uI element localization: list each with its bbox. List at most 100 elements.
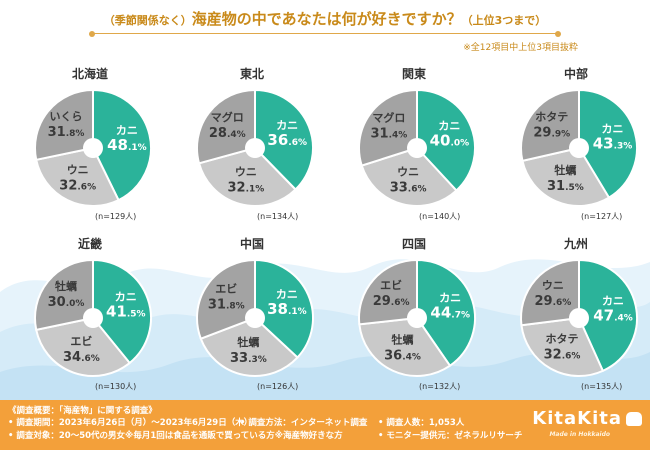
pie-chart-title: 関東	[401, 67, 426, 81]
pie-chart-title: 中国	[239, 237, 264, 251]
pie-slice-3	[196, 258, 256, 341]
pie-slice-2	[35, 146, 120, 207]
pie-slice-label: エビ	[70, 334, 92, 348]
pie-slice-label: カニ	[439, 292, 461, 305]
pie-slice-label: カニ	[602, 123, 624, 136]
sample-size: (n=129人)	[95, 212, 137, 221]
pie-chart-title: 東北	[239, 67, 264, 81]
note-text: ※全12項目中上位3項目抜粋	[463, 43, 578, 53]
pie-slice-label: カニ	[115, 290, 137, 303]
title-underline	[92, 33, 558, 34]
pie-slice-value: 32.6%	[59, 178, 96, 193]
pie-slice-label: ウニ	[67, 163, 89, 176]
pie-center-hole	[569, 308, 589, 328]
pie-slice-value: 29.9%	[533, 125, 570, 140]
pie-slice-value: 32.6%	[544, 347, 581, 362]
pie-slice-label: ホタテ	[546, 332, 579, 345]
sample-size: (n=132人)	[419, 382, 461, 391]
pie-slice-label: ウニ	[542, 279, 564, 292]
pie-slice-value: 29.6%	[373, 294, 410, 309]
pie-center-hole	[407, 308, 427, 328]
pie-slice-label: カニ	[602, 295, 624, 308]
sample-size: (n=126人)	[257, 382, 299, 391]
pie-slice-2	[35, 316, 132, 377]
kitakita-logo: KitaKita	[532, 408, 622, 429]
pie-chart-5: 近畿 カニ 41.5% エビ 34.6% 牡蠣 30.0% (n=130人)	[15, 235, 165, 405]
sample-size: (n=135人)	[581, 382, 623, 391]
pie-slice-label: カニ	[276, 288, 298, 301]
pie-chart-4: 中部 カニ 43.3% 牡蠣 31.5% ホタテ 29.9% (n=127人)	[501, 65, 650, 235]
title-suffix: （上位3つまで）	[461, 14, 547, 27]
pie-chart-7: 四国 カニ 44.7% 牡蠣 36.4% エビ 29.6% (n=132人)	[339, 235, 489, 405]
pie-slice-2	[520, 316, 605, 377]
sample-size: (n=127人)	[581, 212, 623, 221]
pie-slice-label: カニ	[276, 119, 298, 132]
pie-slice-2	[360, 146, 458, 208]
sample-size: (n=134人)	[257, 212, 299, 221]
footer-people: • 調査人数：1,053人	[378, 418, 465, 428]
pie-slice-3	[33, 258, 94, 332]
pie-slice-1	[416, 88, 476, 192]
pie-slice-2	[199, 316, 299, 377]
title-main: 海産物の中であなたは何が好きですか？	[191, 10, 462, 28]
pie-slice-label: マグロ	[211, 110, 244, 124]
pie-slice-3	[358, 88, 418, 167]
pie-slice-value: 32.1%	[228, 181, 265, 196]
pie-slice-value: 31.4%	[371, 127, 408, 142]
footer-bar: 《調査概要：「海産物」に関する調査》 • 調査期間：2023年6月26日（月）～…	[0, 400, 650, 450]
pie-chart-title: 近畿	[77, 237, 102, 251]
pie-slice-label: 牡蠣	[392, 333, 414, 347]
pie-center-hole	[83, 138, 103, 158]
pie-slice-1	[254, 88, 314, 191]
pie-center-hole	[245, 138, 265, 158]
pie-chart-title: 四国	[401, 237, 426, 251]
pie-slice-value: 43.3%	[593, 135, 633, 153]
pie-slice-value: 47.4%	[593, 307, 633, 325]
footer-survey-heading: 《調査概要：「海産物」に関する調査》	[8, 406, 157, 416]
pie-slice-value: 31.8%	[48, 125, 85, 140]
pie-slice-3	[520, 258, 580, 327]
pie-slice-value: 36.6%	[267, 131, 307, 149]
pie-slice-label: カニ	[116, 124, 138, 137]
pie-chart-1: 北海道カニ 48.1% ウニ 32.6% いくら 31.8% (n=129人)	[15, 65, 165, 235]
pie-slice-value: 33.3%	[230, 351, 267, 366]
pie-slice-label: ウニ	[235, 166, 257, 179]
title-underline-dot-left	[89, 31, 95, 37]
pie-slice-value: 33.6%	[390, 181, 427, 196]
pie-chart-title: 北海道	[71, 67, 108, 81]
footer-method: • 調査方法：インターネット調査	[240, 418, 368, 428]
pie-slice-value: 40.0%	[430, 131, 470, 149]
pie-slice-label: エビ	[215, 281, 237, 295]
pie-slice-1	[254, 258, 314, 359]
pie-slice-2	[358, 316, 452, 377]
pie-slice-2	[197, 146, 297, 208]
pie-slice-3	[34, 88, 94, 162]
pie-slice-1	[578, 258, 638, 373]
pie-chart-2: 東北 カニ 36.6% ウニ 32.1% マグロ 28.4% (n=134人)	[177, 65, 327, 235]
pie-chart-3: 関東 カニ 40.0% ウニ 33.6% マグロ 31.4% (n=140人)	[339, 65, 489, 235]
title-prefix: （季節関係なく）	[103, 14, 192, 27]
pie-slice-3	[520, 88, 580, 163]
pie-slice-value: 31.5%	[547, 179, 584, 194]
pie-slice-value: 30.0%	[48, 295, 85, 310]
pie-slice-label: カニ	[438, 119, 460, 132]
pie-center-hole	[407, 138, 427, 158]
pie-slice-3	[358, 258, 418, 326]
pie-slice-value: 34.6%	[63, 350, 100, 365]
pie-chart-title: 九州	[563, 237, 588, 251]
pie-chart-8: 九州 カニ 47.4% ホタテ 32.6% ウニ 29.6% (n=135人)	[501, 235, 650, 405]
pie-slice-label: 牡蠣	[237, 335, 259, 349]
pie-slice-label: エビ	[380, 278, 402, 292]
pie-slice-label: いくら	[50, 110, 83, 123]
pie-center-hole	[83, 308, 103, 328]
sample-size: (n=140人)	[419, 212, 461, 221]
pie-slice-value: 44.7%	[430, 304, 470, 322]
wave-background	[0, 259, 650, 400]
pie-slice-label: ウニ	[397, 166, 419, 179]
pie-slice-value: 48.1%	[107, 136, 147, 154]
